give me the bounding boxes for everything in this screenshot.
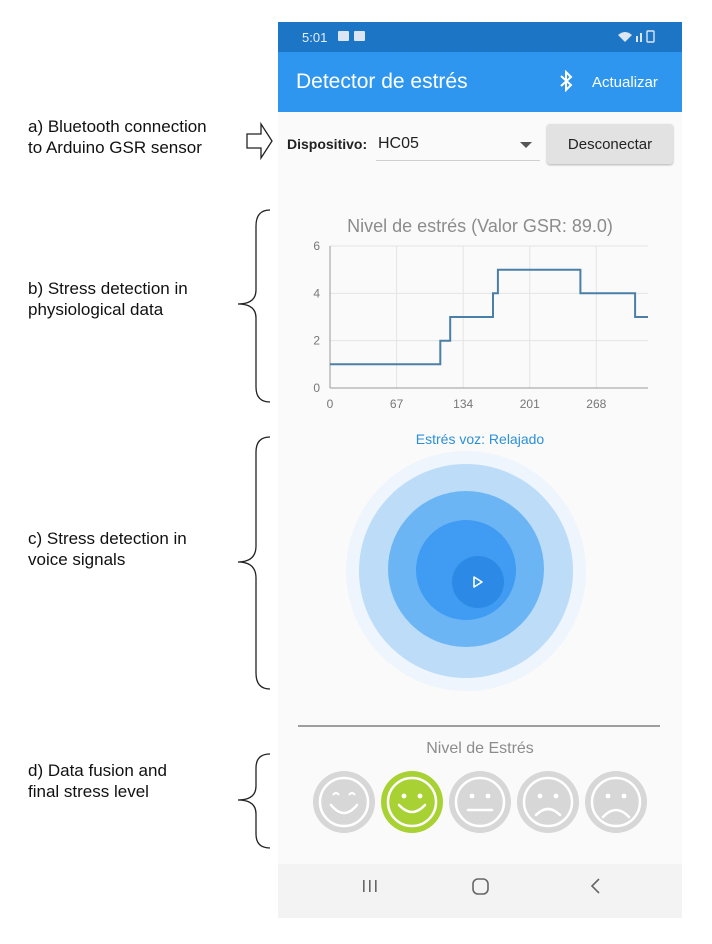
x-tick-label: 67: [390, 397, 404, 411]
battery-icon: [646, 30, 655, 43]
app-title: Detector de estrés: [296, 70, 468, 93]
status-bar: 5:01: [278, 22, 682, 52]
x-tick-label: 134: [453, 397, 473, 411]
device-dropdown[interactable]: HC05: [376, 128, 540, 161]
stress-level-label: Nivel de Estrés: [426, 740, 534, 757]
face-very-happy-icon: [313, 771, 375, 833]
arrow-right-icon: [246, 121, 273, 161]
wifi-icon: [618, 32, 632, 42]
x-tick-label: 0: [327, 397, 334, 411]
face-very-sad-icon: [585, 771, 647, 833]
annotation-physiological: b) Stress detection in physiological dat…: [28, 279, 188, 319]
series-line-0: [330, 268, 648, 366]
app-bar: Detector de estrés Actualizar: [278, 52, 682, 112]
device-label: Dispositivo:: [287, 136, 368, 152]
signal-icons: [618, 30, 655, 43]
home-icon[interactable]: [470, 876, 492, 898]
caret-down-icon: [520, 142, 532, 148]
y-tick-label: 4: [313, 286, 320, 300]
recent-apps-icon[interactable]: [360, 876, 380, 896]
phone-screen: 5:01 Detector de estrés Actualizar Dispo…: [278, 22, 682, 918]
face-neutral-icon: [449, 771, 511, 833]
bluetooth-icon[interactable]: [558, 70, 574, 92]
play-icon: [473, 576, 483, 588]
back-icon[interactable]: [586, 876, 606, 896]
brace-d: [237, 753, 271, 849]
stress-faces: [311, 769, 681, 839]
chart-title: Nivel de estrés (Valor GSR: 89.0): [347, 216, 613, 236]
annotation-bluetooth: a) Bluetooth connection to Arduino GSR s…: [28, 117, 207, 157]
x-tick-label: 268: [586, 397, 606, 411]
y-tick-label: 6: [313, 239, 320, 253]
device-row: Dispositivo: HC05 Desconectar: [278, 122, 682, 168]
refresh-button[interactable]: Actualizar: [592, 74, 658, 91]
divider: [298, 725, 660, 727]
y-tick-label: 2: [313, 334, 320, 348]
message-icon: [354, 31, 365, 41]
nav-bar: [278, 864, 682, 918]
device-selected-value: HC05: [378, 135, 419, 152]
annotation-voice: c) Stress detection in voice signals: [28, 529, 187, 569]
brace-c: [237, 436, 271, 690]
face-sad-icon: [517, 771, 579, 833]
voice-stress-label: Estrés voz: Relajado: [415, 431, 545, 447]
brace-b: [237, 209, 271, 403]
face-happy-icon: [381, 771, 443, 833]
y-tick-label: 0: [313, 381, 320, 395]
status-time: 5:01: [302, 30, 328, 45]
notification-icons: [338, 31, 365, 41]
gallery-icon: [338, 31, 349, 41]
annotation-fusion: d) Data fusion and final stress level: [28, 761, 167, 801]
cell-signal-icon: [636, 36, 638, 42]
record-play-button[interactable]: [452, 556, 504, 608]
x-tick-label: 201: [520, 397, 540, 411]
disconnect-button[interactable]: Desconectar: [547, 124, 673, 164]
gsr-chart: 0 2 4 6 0 67 134 201 268: [313, 239, 648, 411]
